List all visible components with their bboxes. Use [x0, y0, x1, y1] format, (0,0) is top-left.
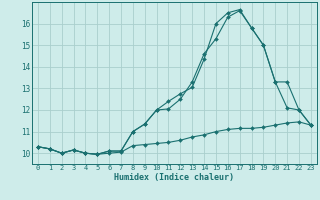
X-axis label: Humidex (Indice chaleur): Humidex (Indice chaleur) — [115, 173, 234, 182]
